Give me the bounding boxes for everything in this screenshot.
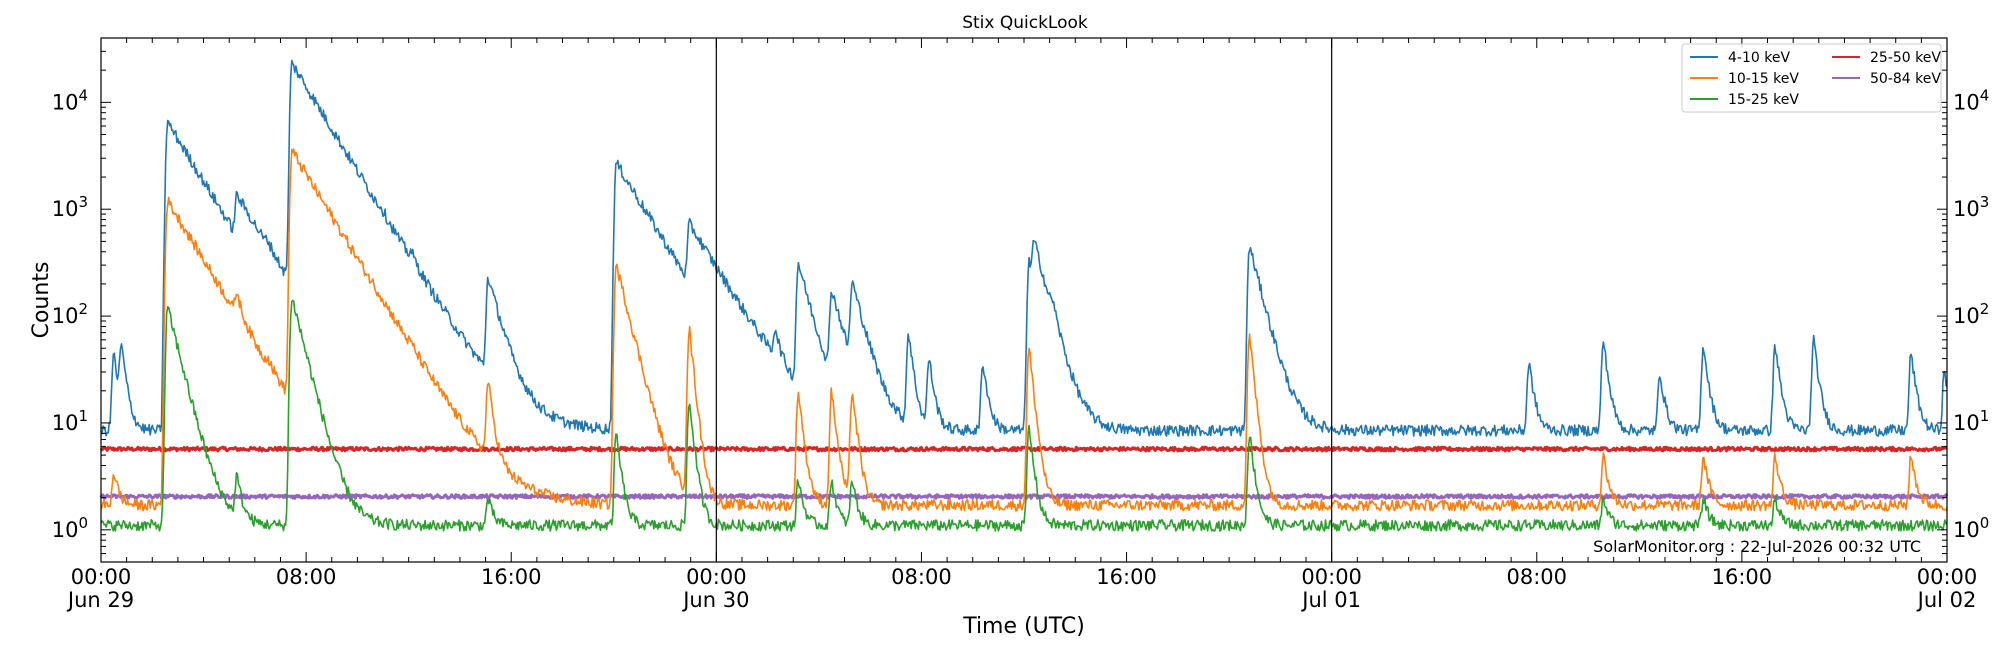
x-tick-label-time: 08:00 — [276, 565, 337, 589]
y-tick-label-right: 102 — [1953, 300, 1989, 328]
y-tick-label-left: 104 — [52, 86, 88, 114]
y-axis-label: Counts — [29, 262, 54, 339]
x-tick-label-time: 16:00 — [1712, 565, 1773, 589]
chart-title: Stix QuickLook — [962, 13, 1088, 33]
y-tick-label-right: 101 — [1953, 407, 1989, 435]
y-tick-label-right: 104 — [1953, 86, 1989, 114]
credit-text: SolarMonitor.org : 22-Jul-2026 00:32 UTC — [1593, 537, 1921, 556]
legend: 4-10 keV 10-15 keV 15-25 keV 25-50 keV 50-84… — [1681, 43, 1942, 113]
x-tick-label-time: 08:00 — [891, 565, 952, 589]
y-tick-label-right: 103 — [1953, 193, 1989, 221]
x-tick-label-time: 00:00 — [71, 565, 132, 589]
y-tick-label-left: 100 — [52, 514, 88, 542]
series-line-25-50-kev — [99, 445, 1948, 453]
legend-label: 4-10 keV — [1728, 50, 1790, 66]
y-tick-label-right: 100 — [1953, 514, 1989, 542]
legend-label: 15-25 keV — [1728, 92, 1799, 108]
y-tick-label-left: 102 — [52, 300, 88, 328]
legend-label: 25-50 keV — [1870, 50, 1941, 66]
legend-items: 4-10 keV 10-15 keV 15-25 keV 25-50 keV 50-84… — [1690, 50, 1941, 108]
legend-box — [1681, 43, 1942, 113]
x-tick-label-time: 00:00 — [1917, 565, 1978, 589]
x-tick-label-date: Jul 01 — [1300, 588, 1361, 612]
x-axis-label: Time (UTC) — [962, 614, 1085, 639]
series-line-4-10-kev — [100, 59, 1948, 437]
legend-label: 10-15 keV — [1728, 71, 1799, 87]
tick-layer — [100, 37, 1948, 563]
x-tick-label-time: 00:00 — [1301, 565, 1362, 589]
x-tick-label-time: 16:00 — [1096, 565, 1157, 589]
series-line-10-15-kev — [100, 148, 1948, 512]
legend-label: 50-84 keV — [1870, 71, 1941, 87]
y-tick-label-left: 101 — [52, 407, 88, 435]
plot-frame — [100, 37, 1948, 563]
series-layer — [99, 59, 1949, 532]
x-tick-label-date: Jun 29 — [66, 588, 134, 612]
day-divider-layer — [715, 38, 1333, 562]
x-tick-label-date: Jul 02 — [1916, 588, 1977, 612]
x-tick-label-date: Jun 30 — [681, 588, 749, 612]
series-line-15-25-kev — [100, 299, 1948, 532]
x-tick-label-time: 16:00 — [481, 565, 542, 589]
y-tick-label-left: 103 — [52, 193, 88, 221]
y-tick-label-layer: 100 100 101 101 102 102 103 103 104 104 — [52, 86, 1990, 541]
x-tick-label-time: 00:00 — [686, 565, 747, 589]
x-tick-label-time: 08:00 — [1507, 565, 1568, 589]
